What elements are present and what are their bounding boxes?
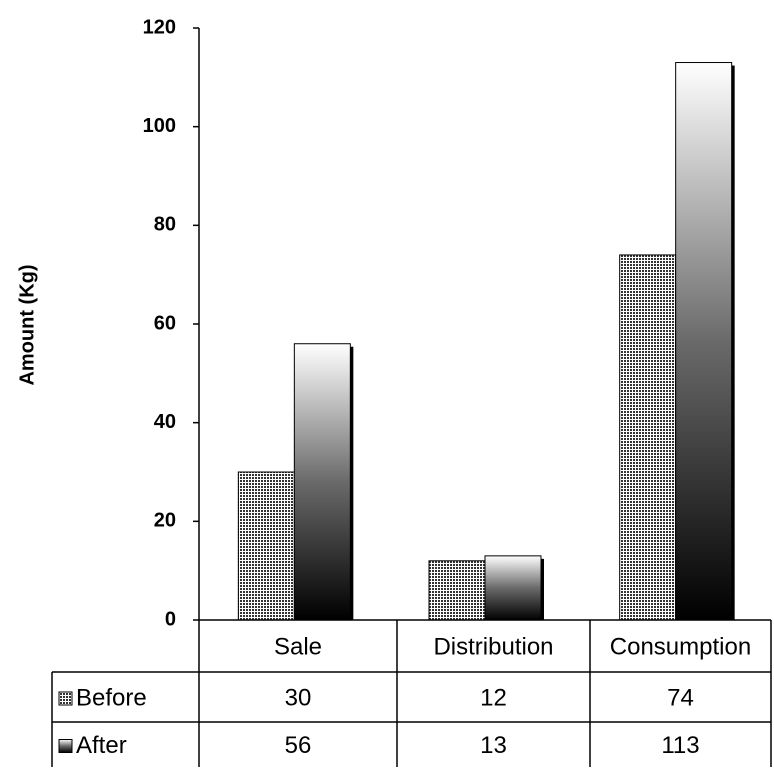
bar-after-consumption — [675, 62, 733, 621]
y-tick-label: 120 — [143, 16, 176, 38]
y-tick-label: 20 — [154, 510, 176, 532]
y-tick-label: 40 — [154, 411, 176, 433]
legend-label-before: Before — [76, 684, 147, 711]
x-tick-label: Consumption — [610, 633, 751, 660]
y-tick-label: 0 — [165, 608, 176, 630]
bar-depth-after — [540, 558, 544, 620]
table-cell-value: 113 — [661, 732, 699, 759]
y-axis-label: Amount (Kg) — [16, 264, 38, 385]
bar-depth-after — [730, 65, 735, 621]
x-tick-label: Sale — [274, 633, 322, 660]
bar-after-sale — [293, 343, 351, 621]
table-cell-value: 74 — [667, 684, 694, 711]
table-cell-value: 56 — [285, 732, 312, 759]
legend-key-before — [58, 691, 73, 706]
legend-key-after — [58, 739, 73, 753]
y-tick-label: 100 — [143, 115, 176, 137]
bar-before-sale — [237, 471, 295, 621]
table-cell-value: 13 — [480, 732, 507, 759]
legend-label-after: After — [76, 732, 127, 759]
x-tick-label: Distribution — [433, 633, 553, 660]
table-cell-value: 30 — [285, 684, 312, 711]
bar-after-distribution — [484, 555, 542, 621]
table-cell-value: 12 — [480, 684, 507, 711]
y-tick-label: 60 — [154, 312, 176, 334]
bar-depth-after — [349, 346, 354, 620]
y-tick-label: 80 — [154, 214, 176, 236]
bar-before-consumption — [619, 254, 677, 621]
bar-before-distribution — [428, 560, 486, 621]
